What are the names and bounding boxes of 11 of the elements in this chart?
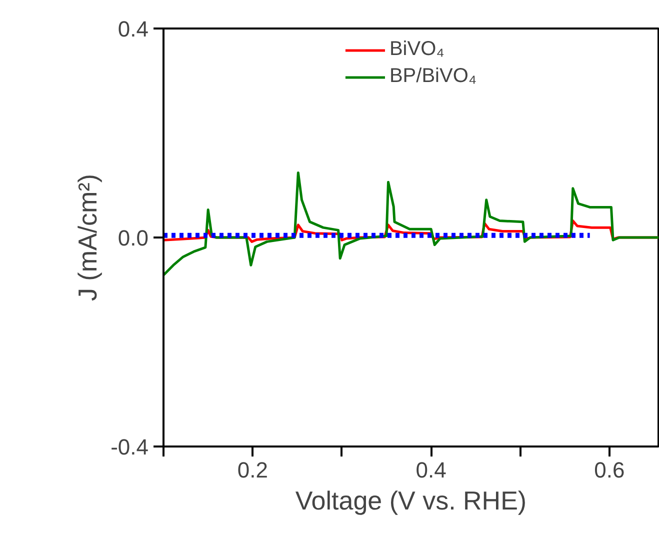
y-tick-label: 0.0	[118, 226, 149, 250]
x-axis-title: Voltage (V vs. RHE)	[295, 486, 527, 516]
line-series	[164, 171, 658, 276]
x-tick-label: 0.4	[416, 458, 446, 482]
x-tick-label: 0.6	[594, 458, 625, 482]
legend-label: BiVO₄	[389, 38, 444, 61]
y-tick-label: 0.4	[118, 16, 149, 42]
y-tick-label: -0.4	[110, 434, 149, 460]
x-tick-label: 0.2	[237, 458, 268, 482]
legend-label: BP/BiVO₄	[389, 65, 477, 88]
y-axis-title: J (mA/cm²)	[72, 174, 103, 302]
